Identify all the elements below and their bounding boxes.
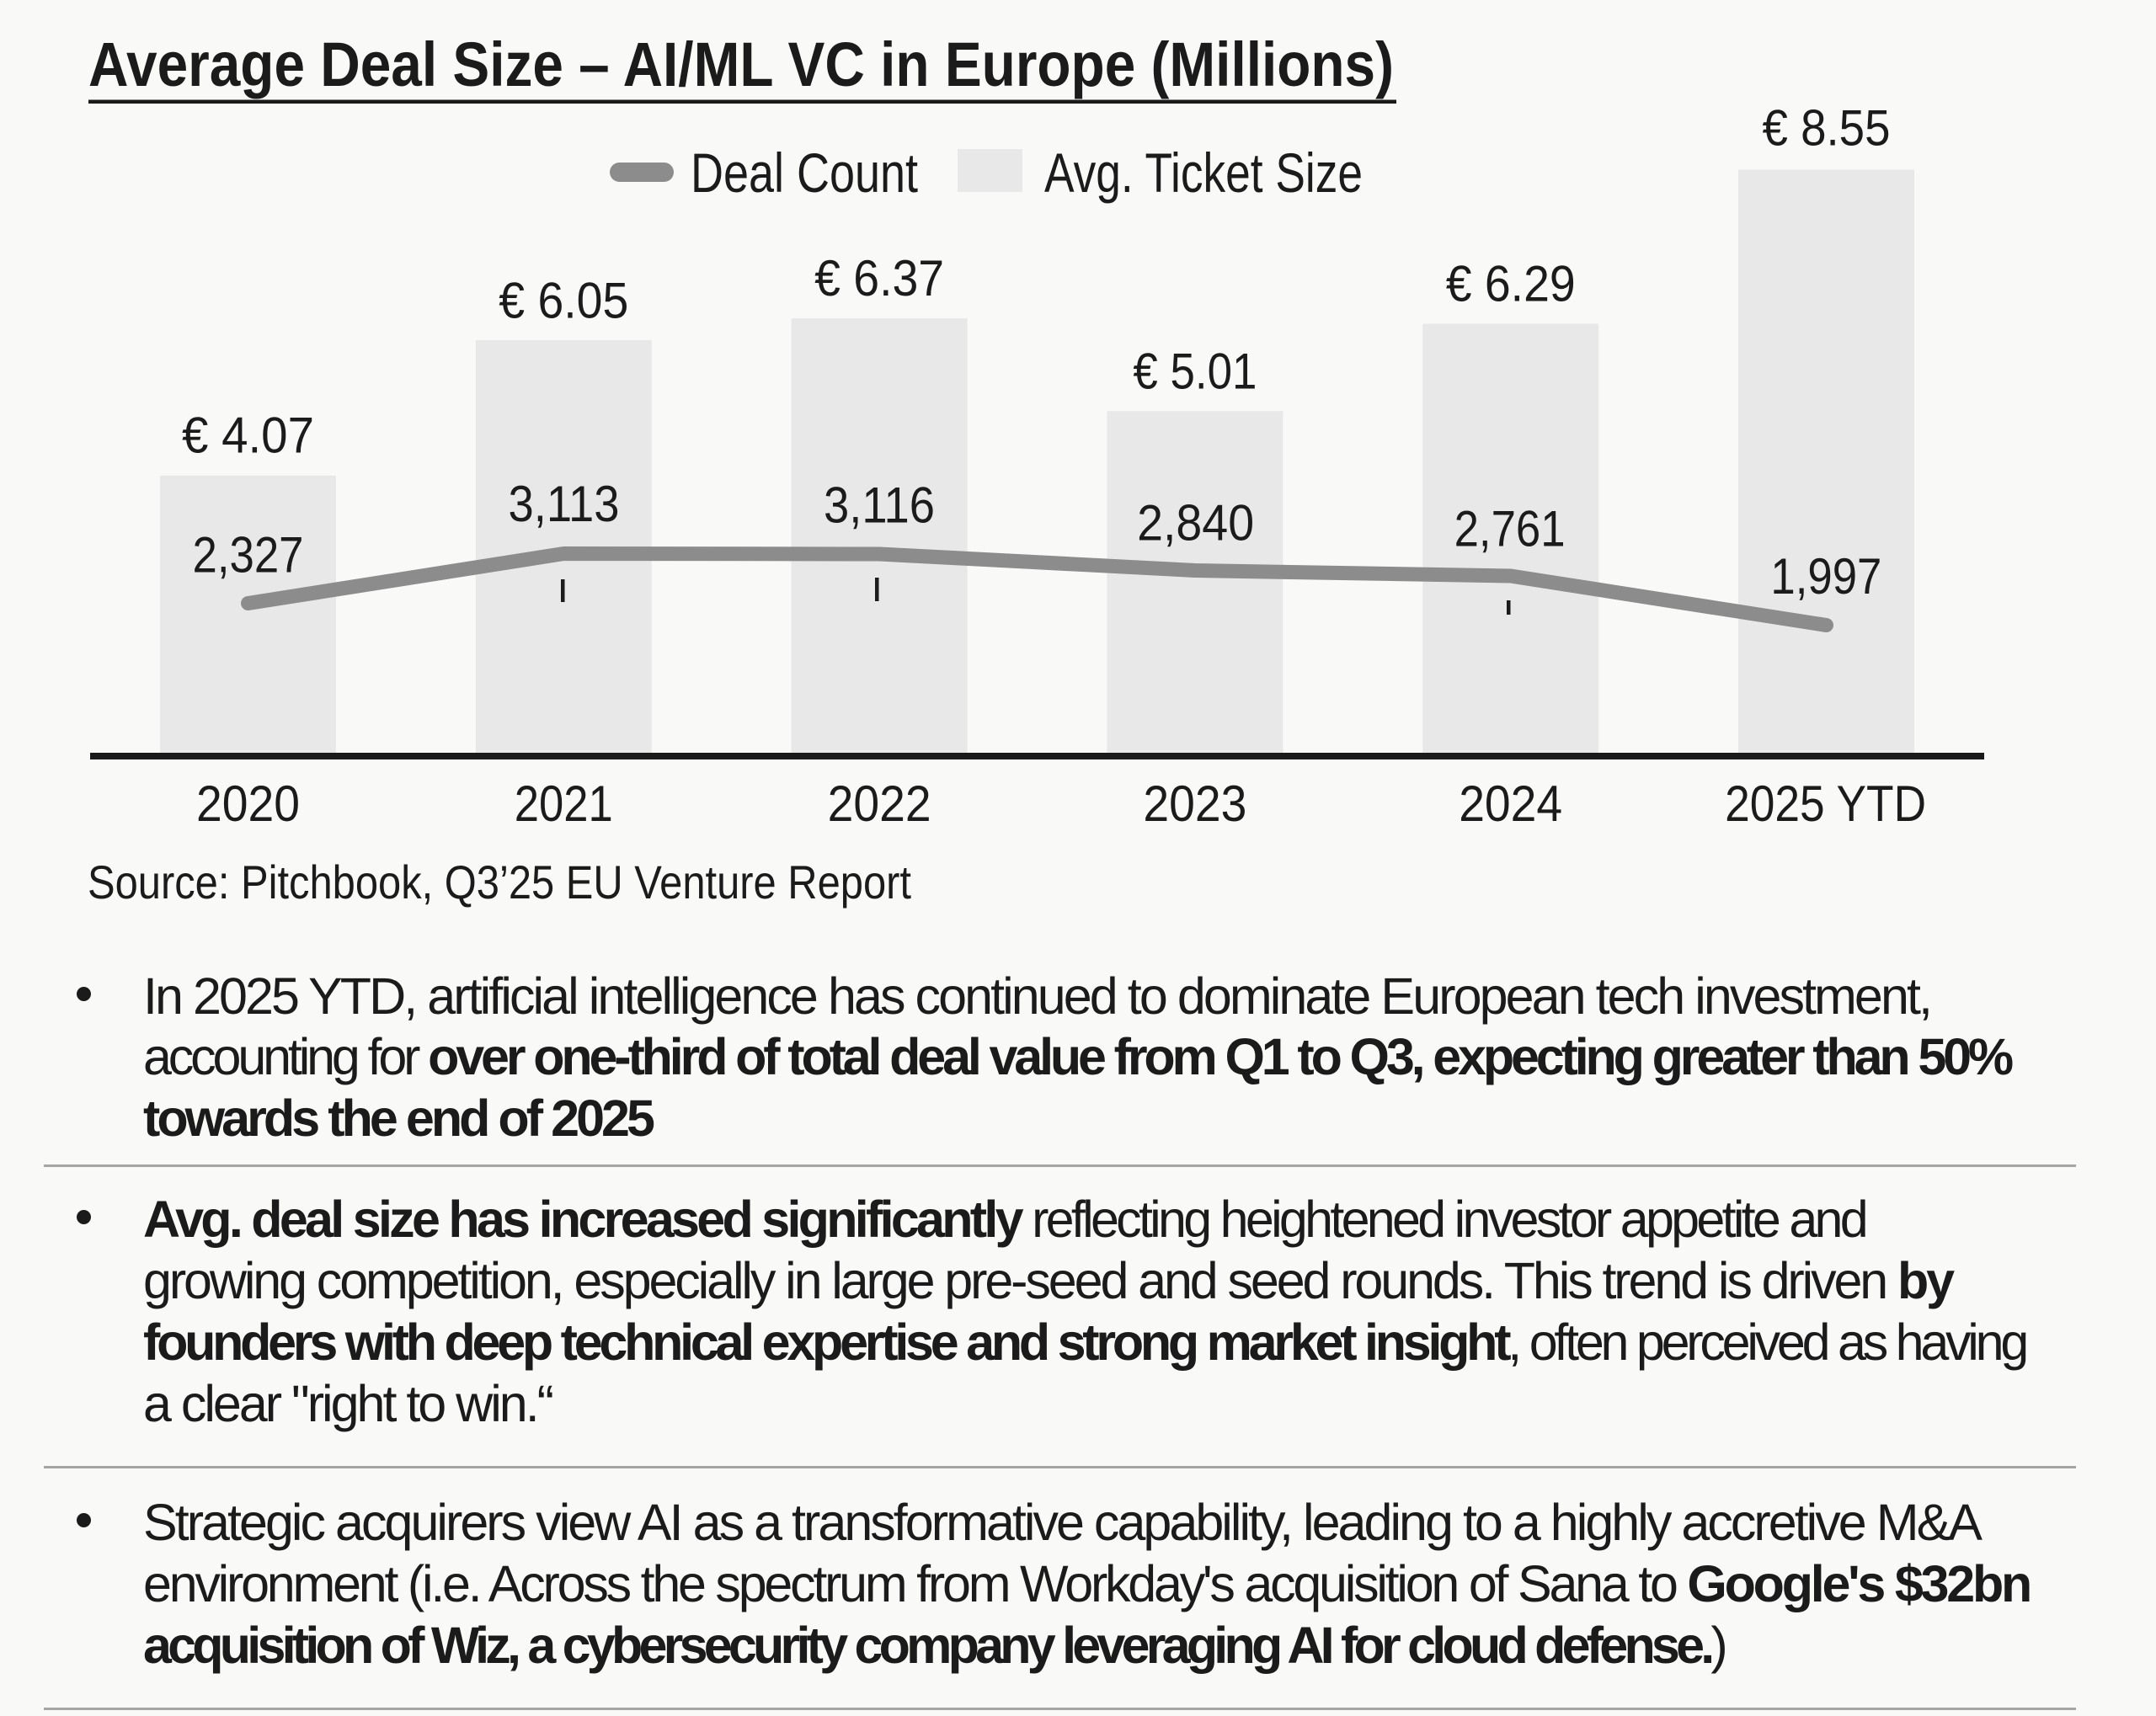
- svg-text:€ 8.55: € 8.55: [1763, 100, 1891, 157]
- svg-text:Avg. Ticket Size: Avg. Ticket Size: [1044, 141, 1363, 204]
- svg-text:2024: 2024: [1459, 775, 1562, 832]
- svg-text:3,113: 3,113: [509, 476, 620, 532]
- svg-text:€ 6.05: € 6.05: [499, 272, 628, 328]
- svg-text:2023: 2023: [1143, 775, 1246, 832]
- svg-text:Average Deal Size – AI/ML VC i: Average Deal Size – AI/ML VC in Europe (…: [88, 29, 1394, 99]
- svg-text:€ 6.29: € 6.29: [1446, 256, 1576, 312]
- svg-text:Source: Pitchbook, Q3’25 EU Ve: Source: Pitchbook, Q3’25 EU Venture Repo…: [88, 855, 911, 909]
- svg-text:2020: 2020: [196, 775, 300, 832]
- svg-text:2,327: 2,327: [193, 527, 304, 584]
- svg-text:3,116: 3,116: [824, 477, 935, 534]
- svg-text:€ 5.01: € 5.01: [1133, 343, 1257, 399]
- svg-text:Deal Count: Deal Count: [691, 141, 918, 204]
- svg-text:2022: 2022: [828, 775, 931, 832]
- svg-text:1,997: 1,997: [1770, 548, 1881, 605]
- svg-text:€ 4.07: € 4.07: [182, 408, 314, 464]
- svg-text:2,761: 2,761: [1454, 500, 1566, 557]
- svg-text:€ 6.37: € 6.37: [814, 250, 944, 306]
- svg-text:2021: 2021: [515, 775, 613, 832]
- svg-text:2025 YTD: 2025 YTD: [1725, 775, 1926, 832]
- svg-text:2,840: 2,840: [1137, 494, 1254, 551]
